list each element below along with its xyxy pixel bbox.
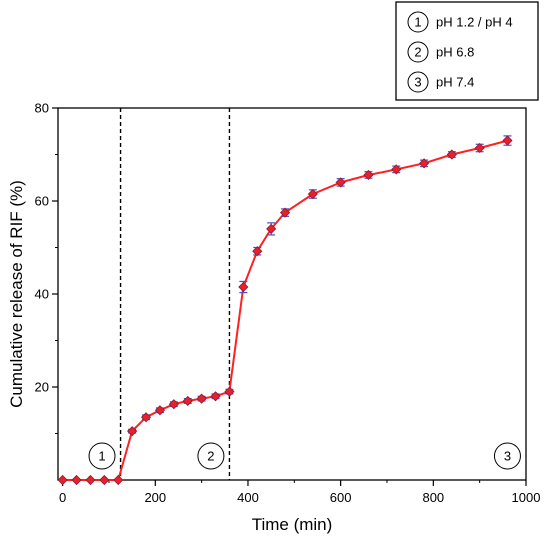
x-tick-label: 400 [237, 490, 259, 505]
legend: 1 pH 1.2 / pH 4 2 pH 6.8 3 pH 7.4 [395, 1, 539, 101]
y-tick-label: 60 [35, 194, 49, 209]
data-point [418, 158, 430, 169]
data-point [154, 405, 166, 416]
data-point [210, 391, 221, 402]
data-point [127, 426, 138, 437]
phase-markers: 1 2 3 [88, 442, 521, 470]
x-tick-label: 1000 [512, 490, 541, 505]
legend-number: 2 [414, 45, 421, 60]
legend-number-circle [407, 11, 429, 33]
data-point [502, 135, 513, 146]
phase-dividers [119, 108, 231, 480]
phase-marker-number: 1 [98, 449, 105, 464]
data-point [335, 177, 346, 188]
phase-marker-circle [88, 442, 116, 470]
data-point [363, 169, 374, 181]
data-point [266, 223, 277, 234]
legend-number: 1 [414, 15, 421, 30]
legend-entry-2: 2 pH 6.8 [407, 41, 474, 63]
y-axis-ticks: 20 40 60 80 [35, 101, 58, 434]
data-point [224, 386, 235, 397]
y-axis-label: Cumulative release of RIF (%) [7, 180, 26, 408]
x-tick-label: 200 [144, 490, 166, 505]
data-point [113, 474, 124, 486]
legend-entry-3: 3 pH 7.4 [407, 71, 474, 93]
phase-marker-number: 2 [207, 449, 214, 464]
data-point [446, 149, 457, 160]
legend-label: pH 1.2 / pH 4 [436, 15, 513, 30]
legend-number: 3 [414, 75, 421, 90]
data-point [99, 474, 110, 486]
phase-marker-number: 3 [504, 449, 511, 464]
legend-label: pH 6.8 [436, 45, 474, 60]
legend-number-circle [407, 71, 429, 93]
legend-number-circle [407, 41, 429, 63]
data-point [85, 474, 96, 486]
x-tick-label: 800 [422, 490, 444, 505]
data-point [307, 188, 318, 200]
phase-marker-circle [197, 442, 225, 470]
data-point [238, 281, 249, 293]
x-axis-ticks: 0 200 400 600 800 1000 [59, 480, 540, 505]
data-point [474, 142, 485, 154]
phase-marker-circle [493, 442, 521, 470]
data-point [71, 474, 82, 486]
data-point [196, 393, 207, 404]
data-point [391, 164, 402, 175]
y-tick-label: 40 [35, 287, 49, 302]
x-axis-label: Time (min) [252, 515, 333, 534]
legend-label: pH 7.4 [436, 75, 474, 90]
y-tick-label: 80 [35, 101, 49, 116]
data-point [279, 207, 291, 218]
data-point [140, 412, 152, 423]
x-tick-label: 0 [59, 490, 66, 505]
y-tick-label: 20 [35, 380, 49, 395]
plot-frame [57, 107, 527, 481]
data-point [168, 399, 179, 410]
legend-entry-1: 1 pH 1.2 / pH 4 [407, 11, 513, 33]
data-point [252, 246, 263, 257]
data-point [182, 395, 193, 407]
release-series [57, 135, 513, 486]
data-point [57, 474, 68, 486]
x-tick-label: 600 [330, 490, 352, 505]
